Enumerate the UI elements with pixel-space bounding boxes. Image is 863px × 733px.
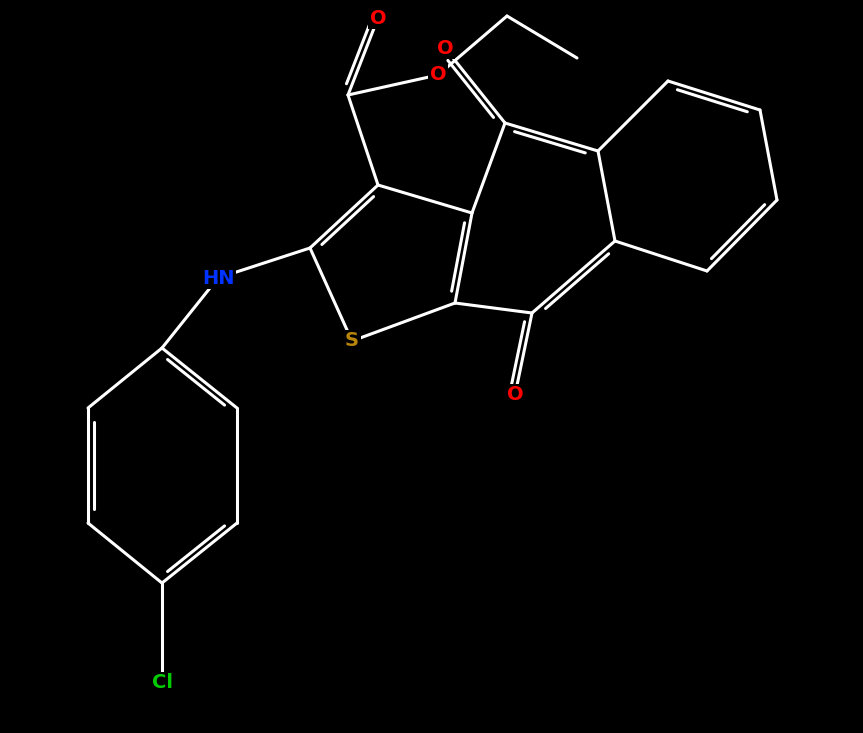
- Text: O: O: [507, 386, 523, 405]
- Text: Cl: Cl: [152, 674, 173, 693]
- Text: O: O: [430, 65, 446, 84]
- Text: O: O: [369, 9, 387, 28]
- Text: S: S: [345, 331, 359, 350]
- Text: O: O: [437, 39, 453, 57]
- Text: HN: HN: [202, 268, 234, 287]
